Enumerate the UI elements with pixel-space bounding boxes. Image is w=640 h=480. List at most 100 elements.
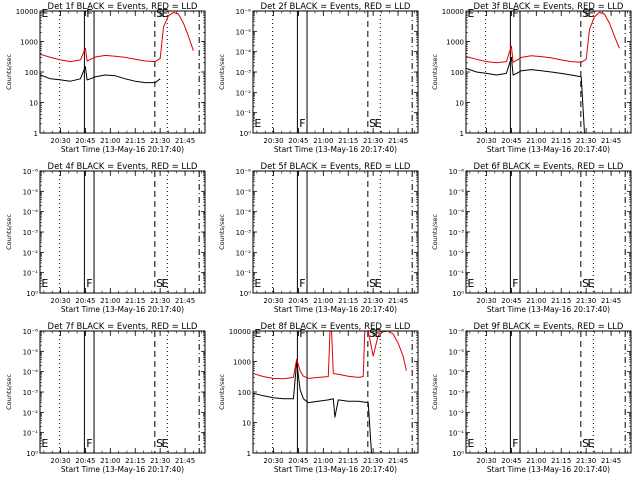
- y-tick-label: 1: [34, 130, 38, 138]
- event-marker-label: S: [582, 7, 589, 20]
- y-tick-label: 10⁻¹: [449, 270, 465, 278]
- y-axis-label: Counts/sec: [218, 214, 226, 250]
- x-tick-label: 20:45: [288, 457, 308, 465]
- y-tick-label: 10: [29, 100, 38, 108]
- y-tick-label: 10⁻⁴: [236, 209, 252, 217]
- y-axis-label: Counts/sec: [431, 374, 439, 410]
- x-axis-label: Start Time (13-May-16 20:17:40): [274, 465, 397, 474]
- x-tick-label: 21:15: [125, 297, 145, 305]
- x-tick-label: 21:30: [150, 297, 170, 305]
- detector-panel-6: Det 6f BLACK = Events, RED = LLD Counts/s…: [431, 162, 632, 314]
- y-tick-label: 10⁻⁵: [449, 348, 465, 356]
- y-tick-label: 1: [460, 130, 464, 138]
- y-tick-label: 10⁻⁴: [449, 369, 465, 377]
- x-axis-label: Start Time (13-May-16 20:17:40): [274, 305, 397, 314]
- x-tick-label: 21:00: [313, 457, 333, 465]
- event-marker-label: E: [587, 437, 594, 450]
- x-tick-label: 21:00: [526, 457, 546, 465]
- x-tick-label: 21:00: [313, 297, 333, 305]
- plot-frame: [39, 10, 206, 134]
- y-tick-label: 100: [451, 69, 464, 77]
- y-tick-label: 10⁰: [452, 450, 464, 458]
- event-marker-label: S: [156, 7, 163, 20]
- x-tick-label: 21:00: [526, 137, 546, 145]
- plot-frame: [252, 10, 419, 134]
- x-axis-label: Start Time (13-May-16 20:17:40): [487, 145, 610, 154]
- x-tick-label: 21:30: [150, 137, 170, 145]
- y-tick-label: 10⁻⁶: [23, 328, 39, 336]
- event-marker-label: E: [374, 117, 381, 130]
- y-tick-label: 10⁻¹: [23, 430, 39, 438]
- panel-title: Det 6f BLACK = Events, RED = LLD: [474, 162, 624, 172]
- y-tick-label: 10⁻⁴: [236, 49, 252, 57]
- detector-panel-5: Det 5f BLACK = Events, RED = LLD Counts/s…: [218, 162, 419, 314]
- event-marker-label: E: [587, 7, 594, 20]
- panel-title: Det 9f BLACK = Events, RED = LLD: [474, 322, 624, 332]
- y-tick-label: 100: [25, 69, 38, 77]
- plot-frame: [39, 330, 206, 454]
- x-tick-label: 20:45: [75, 297, 95, 305]
- y-tick-label: 10⁻⁵: [23, 188, 39, 196]
- x-axis-label: Start Time (13-May-16 20:17:40): [487, 465, 610, 474]
- y-tick-label: 10⁻⁶: [449, 328, 465, 336]
- y-tick-label: 10000: [229, 328, 251, 336]
- x-tick-label: 21:45: [175, 137, 195, 145]
- event-marker-label: E: [374, 277, 381, 290]
- y-tick-label: 10⁻⁶: [236, 168, 252, 176]
- y-axis-label: Counts/sec: [5, 54, 13, 90]
- event-marker-label: E: [467, 7, 474, 20]
- x-tick-label: 21:30: [363, 297, 383, 305]
- x-tick-label: 20:45: [75, 457, 95, 465]
- x-tick-label: 20:30: [476, 457, 496, 465]
- y-tick-label: 10⁻⁶: [23, 168, 39, 176]
- y-axis-label: Counts/sec: [5, 374, 13, 410]
- plot-frame: [465, 170, 632, 294]
- x-axis-label: Start Time (13-May-16 20:17:40): [274, 145, 397, 154]
- x-axis-label: Start Time (13-May-16 20:17:40): [61, 145, 184, 154]
- detector-panel-7: Det 7f BLACK = Events, RED = LLD Counts/s…: [5, 322, 206, 474]
- event-marker-label: S: [582, 437, 589, 450]
- x-tick-label: 20:45: [288, 137, 308, 145]
- detector-panel-4: Det 4f BLACK = Events, RED = LLD Counts/s…: [5, 162, 206, 314]
- x-tick-label: 20:30: [263, 457, 283, 465]
- y-tick-label: 1: [247, 450, 251, 458]
- y-tick-label: 10⁰: [239, 130, 251, 138]
- panel-title: Det 2f BLACK = Events, RED = LLD: [261, 2, 411, 12]
- detector-panel-3: Det 3f BLACK = Events, RED = LLD Counts/s…: [431, 2, 632, 154]
- x-tick-label: 21:15: [338, 137, 358, 145]
- event-marker-label: S: [369, 327, 376, 340]
- series-line-lld: [466, 11, 620, 64]
- event-marker-label: F: [86, 7, 92, 20]
- y-tick-label: 10⁻¹: [449, 430, 465, 438]
- event-marker-label: E: [374, 327, 381, 340]
- x-tick-label: 21:30: [576, 457, 596, 465]
- series-line-events: [253, 361, 372, 454]
- y-tick-label: 10000: [442, 8, 464, 16]
- series-line-lld: [253, 330, 407, 380]
- y-tick-label: 1000: [233, 359, 251, 367]
- event-marker-label: F: [86, 437, 92, 450]
- x-tick-label: 21:15: [551, 297, 571, 305]
- x-tick-label: 20:45: [501, 137, 521, 145]
- y-tick-label: 10⁻³: [236, 69, 252, 77]
- x-tick-label: 21:45: [601, 137, 621, 145]
- y-axis-label: Counts/sec: [218, 54, 226, 90]
- x-tick-label: 21:30: [150, 457, 170, 465]
- x-tick-label: 21:15: [338, 457, 358, 465]
- x-axis-label: Start Time (13-May-16 20:17:40): [61, 305, 184, 314]
- y-tick-label: 1000: [446, 39, 464, 47]
- y-tick-label: 10⁻²: [449, 409, 465, 417]
- y-tick-label: 10⁰: [452, 290, 464, 298]
- event-marker-label: E: [467, 277, 474, 290]
- series-line-events: [466, 56, 585, 134]
- x-tick-label: 21:00: [526, 297, 546, 305]
- plot-frame: [252, 170, 419, 294]
- event-marker-label: E: [587, 277, 594, 290]
- y-tick-label: 10⁻³: [236, 229, 252, 237]
- y-tick-label: 10: [455, 100, 464, 108]
- x-axis-label: Start Time (13-May-16 20:17:40): [487, 305, 610, 314]
- x-tick-label: 21:00: [313, 137, 333, 145]
- x-tick-label: 21:15: [125, 457, 145, 465]
- y-tick-label: 10⁻⁵: [23, 348, 39, 356]
- x-tick-label: 21:45: [175, 457, 195, 465]
